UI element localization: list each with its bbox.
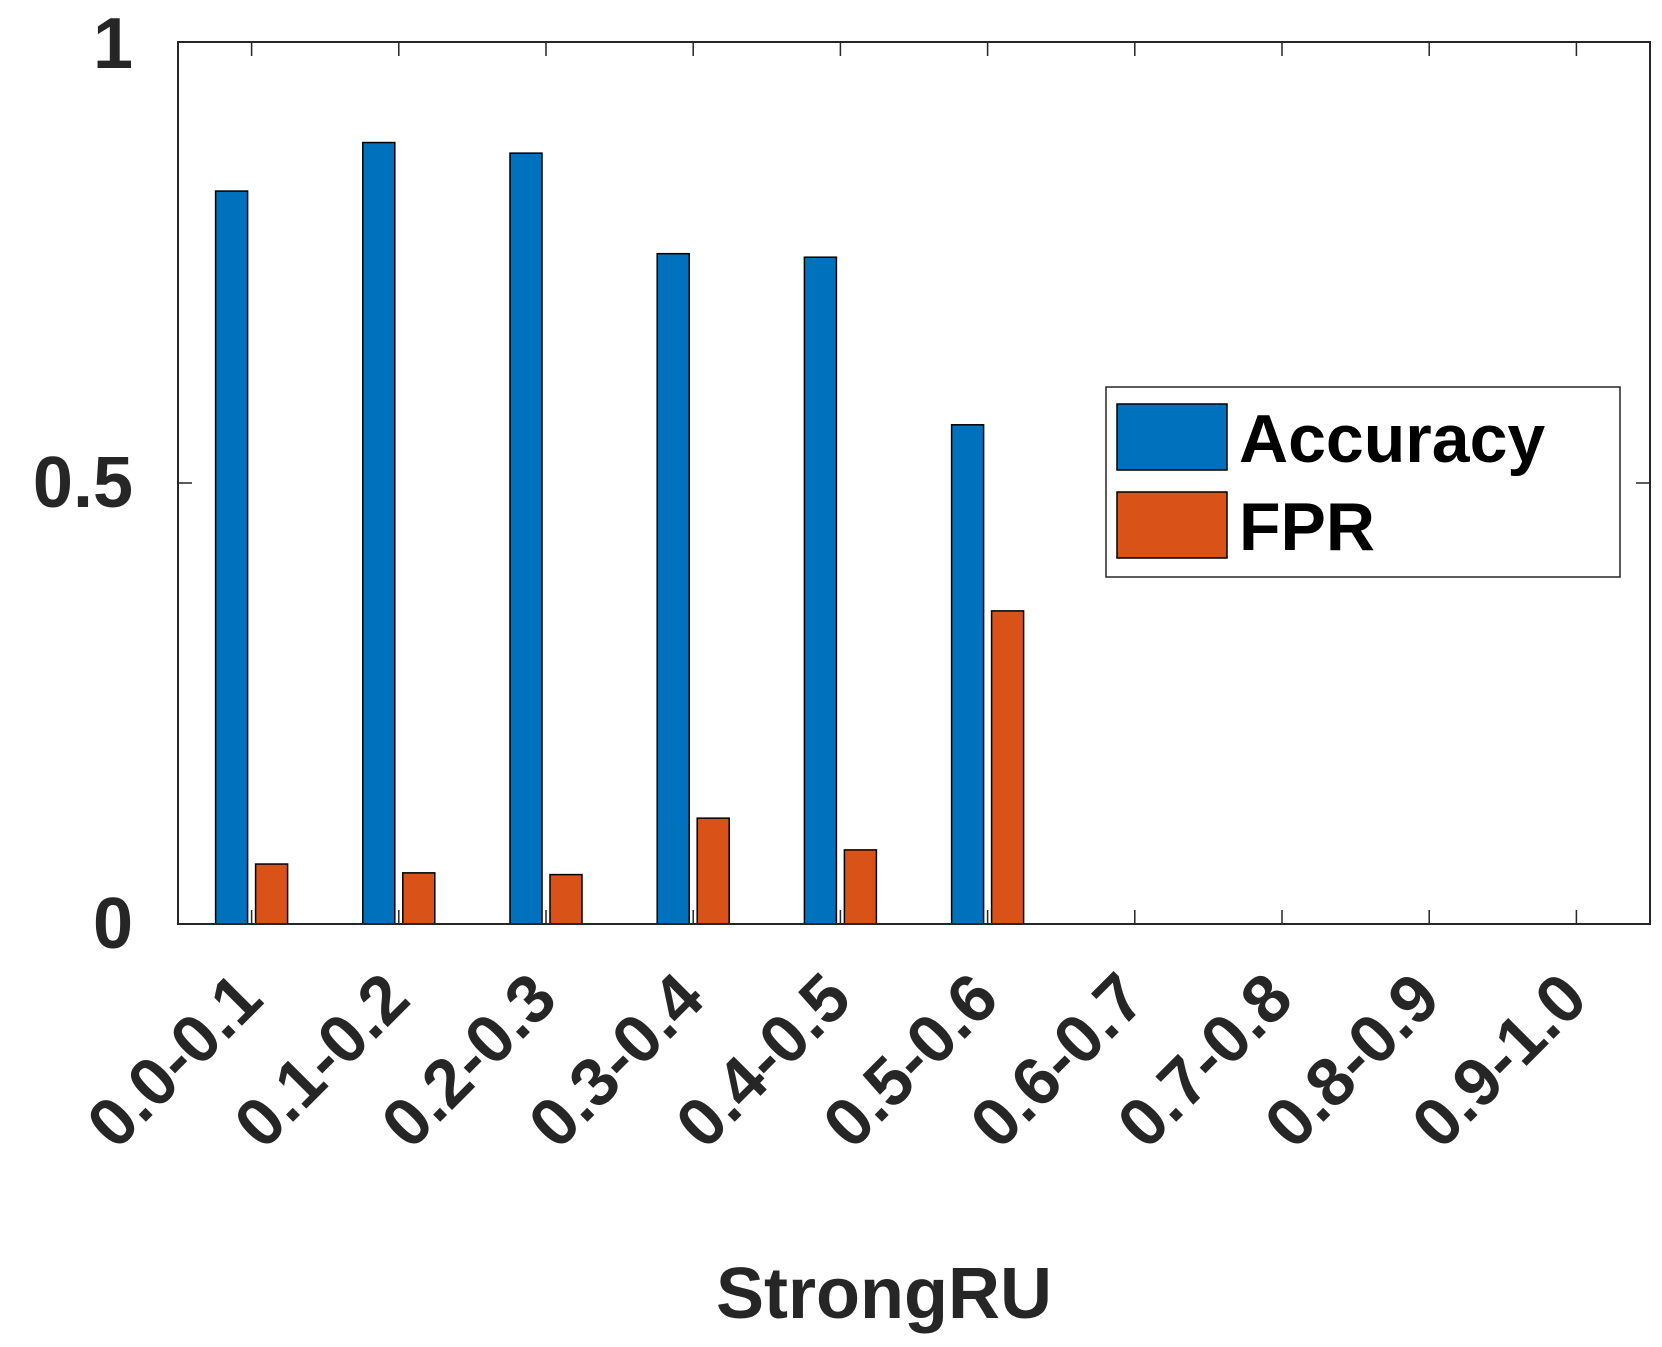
x-axis-title: StrongRU bbox=[716, 1254, 1052, 1334]
legend-swatch-accuracy bbox=[1116, 403, 1228, 471]
y-tick-label: 1 bbox=[93, 4, 133, 84]
bars-group bbox=[214, 141, 1025, 925]
legend-label-fpr: FPR bbox=[1239, 489, 1375, 565]
legend-swatch-fpr bbox=[1116, 491, 1228, 559]
bar-accuracy-0.1-0.2 bbox=[362, 141, 396, 925]
bar-fpr-0.0-0.1 bbox=[254, 863, 289, 925]
y-tick-labels: 00.51 bbox=[33, 4, 133, 964]
axis-ticks bbox=[178, 41, 1650, 925]
bar-accuracy-0.3-0.4 bbox=[656, 252, 690, 925]
y-tick-label: 0 bbox=[93, 884, 133, 964]
bar-fpr-0.3-0.4 bbox=[696, 817, 730, 925]
legend: Accuracy FPR bbox=[1105, 386, 1621, 578]
y-tick-label: 0.5 bbox=[33, 443, 133, 523]
bar-accuracy-0.2-0.3 bbox=[509, 152, 543, 925]
bar-fpr-0.5-0.6 bbox=[990, 610, 1025, 925]
legend-label-accuracy: Accuracy bbox=[1239, 401, 1545, 477]
bar-fpr-0.4-0.5 bbox=[843, 849, 878, 925]
bar-accuracy-0.4-0.5 bbox=[803, 256, 838, 925]
bar-fpr-0.2-0.3 bbox=[549, 873, 583, 925]
x-tick-labels: 0.0-0.10.1-0.20.2-0.30.3-0.40.4-0.50.5-0… bbox=[73, 959, 1601, 1163]
bar-accuracy-0.5-0.6 bbox=[950, 424, 985, 925]
bar-accuracy-0.0-0.1 bbox=[214, 190, 249, 925]
bar-fpr-0.1-0.2 bbox=[402, 872, 436, 925]
